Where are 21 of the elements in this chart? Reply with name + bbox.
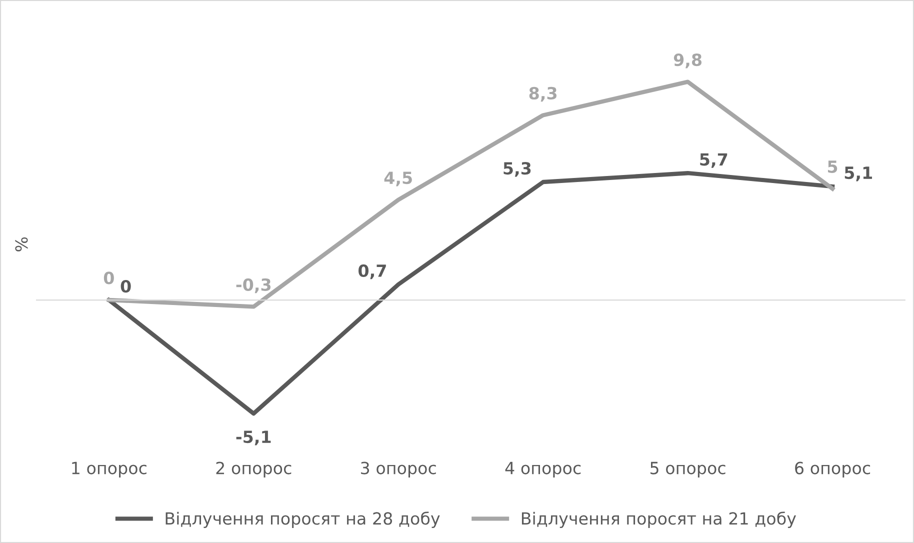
data-label: 0,7 — [358, 264, 386, 280]
data-label: 9,8 — [674, 53, 702, 68]
data-label: 0 — [104, 272, 114, 284]
legend-label: Відлучення поросят на 28 добу — [166, 512, 440, 528]
data-label: 5,7 — [700, 153, 728, 168]
x-tick-label: 6 опорос — [795, 462, 870, 478]
data-label: -0,3 — [236, 278, 271, 294]
data-label: -5,1 — [236, 430, 271, 446]
x-tick-label: 1 опорос — [72, 462, 146, 478]
data-label: 5 — [828, 160, 838, 173]
x-tick-label: 5 опорос — [650, 462, 726, 478]
data-label: 5,3 — [504, 162, 531, 177]
x-tick-label: 4 опорос — [505, 462, 581, 478]
x-tick-label: 2 опорос — [216, 462, 292, 478]
legend-label: Відлучення поросят на 21 добу — [522, 512, 796, 528]
data-label: 4,5 — [384, 172, 412, 186]
data-label: 8,3 — [529, 86, 557, 102]
y-axis-title: % — [15, 237, 28, 252]
data-label: 5,1 — [844, 166, 872, 182]
x-tick-label: 3 опорос — [361, 462, 436, 478]
data-label: 0 — [120, 280, 131, 293]
